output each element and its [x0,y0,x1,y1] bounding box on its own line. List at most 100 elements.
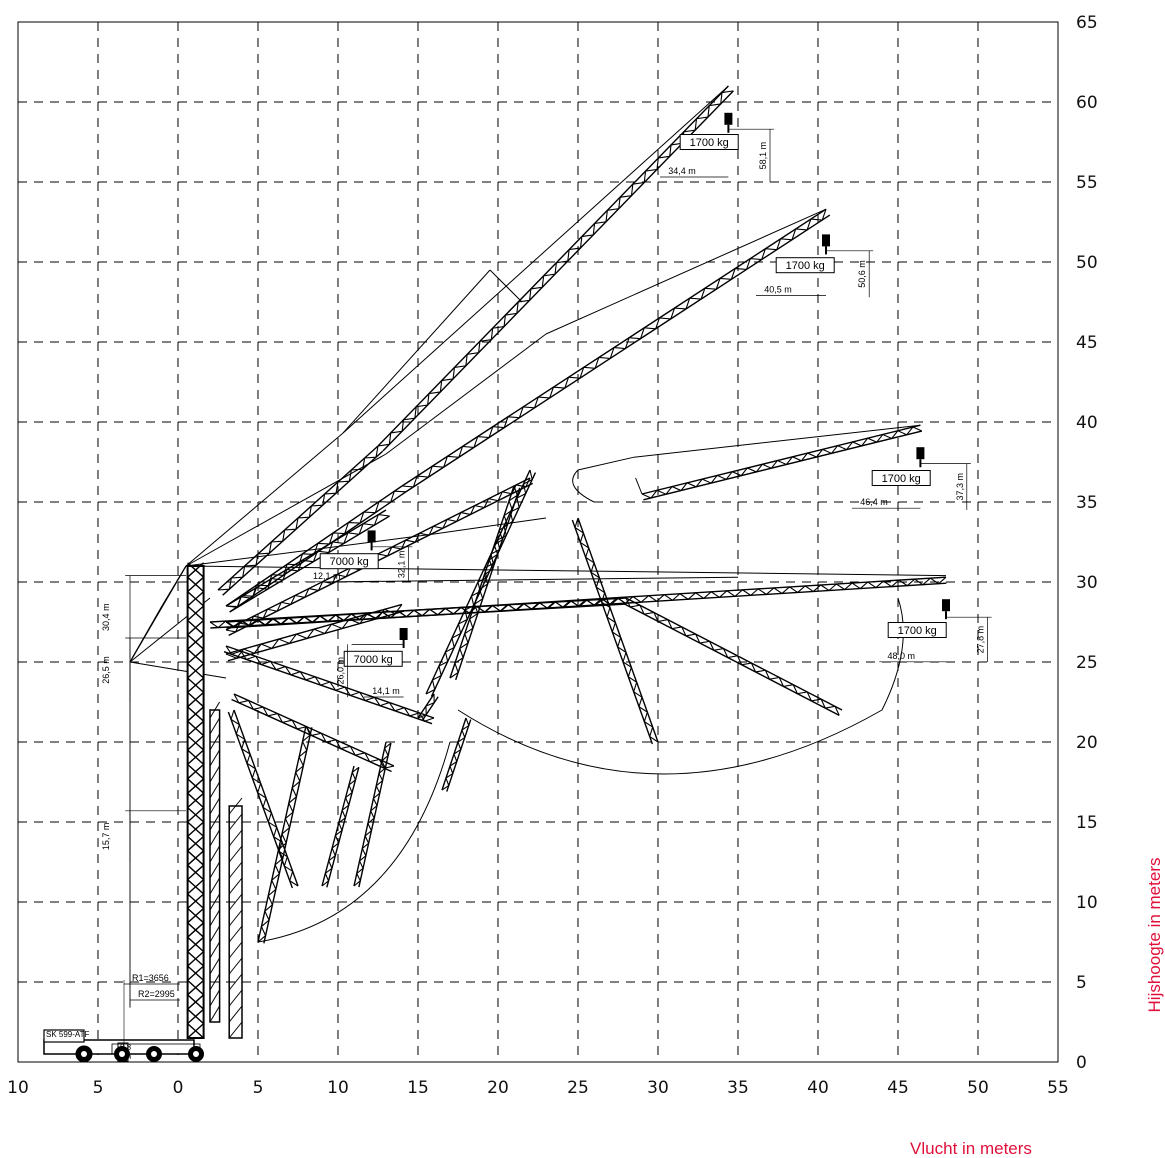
fold-position-m [417,693,439,722]
mast-section-lacing [209,749,221,767]
mast-section-lacing [228,829,243,847]
boom-lacing [209,597,627,629]
crane-mast [186,562,243,1039]
y-tick-label: 15 [1076,813,1098,833]
mast-lacing [187,807,205,823]
mast-section-lacing [209,973,221,991]
mast-lacing [187,792,205,809]
y-tick-label: 60 [1076,93,1098,113]
fold-position-j [257,725,313,944]
x-tick-label: 0 [173,1078,184,1098]
hook-path-curve [457,597,904,775]
crane-boom-positions [129,85,947,944]
wheel-3-hub [151,1051,157,1057]
mast-lacing [187,663,205,679]
boom-chord [405,214,831,493]
boom-lacing [625,597,840,716]
mast-lacing [187,936,205,953]
mast-section-lacing [228,877,243,895]
boom-chord [263,727,313,944]
guy-line [545,208,827,335]
fold-position-h [231,693,395,773]
y-tick-label: 25 [1076,653,1098,673]
boom-lacing [257,725,311,943]
wheel-2-hub [119,1051,125,1057]
radius-label: 12,1 m [313,571,341,581]
mast-lacing [187,879,205,895]
guy-line [185,432,344,567]
guy-line [433,517,547,535]
mast-lacing [187,749,205,765]
guy-line [185,453,387,567]
mast-dimension: 15,7 m [101,810,186,862]
load-marker: 1700 kg 34,4 m 58,1 m [660,112,774,182]
outrigger-r2-label: R2=2995 [138,989,175,999]
fold-position-b [425,469,537,697]
load-marker: 1700 kg 46,4 m 37,3 m [852,447,971,510]
mast-section-lacing [209,813,221,831]
load-label-box [871,470,931,486]
boom-chord [225,509,387,607]
mast-lacing [187,648,205,665]
mast-lacing [187,634,205,650]
mast-section-lacing [209,877,221,895]
y-tick-label: 5 [1076,973,1087,993]
mast-section-lacing [209,1005,221,1023]
boom-lacing [377,90,734,447]
mast-section-lacing [209,893,221,911]
height-label: 26,0 m [336,657,346,685]
y-tick-label: 45 [1076,333,1098,353]
hook-block [942,599,950,612]
load-label: 1700 kg [898,625,937,637]
load-label: 7000 kg [354,654,393,666]
mast-section-lacing [228,813,243,831]
mast-section-lacing [228,845,243,863]
boom-chord [222,450,384,596]
mast-lacing [187,994,205,1010]
boom-lacing [225,645,435,722]
main-boom-7000-a [225,509,390,613]
fold-position-l [353,741,392,888]
mast-lacing [187,677,205,693]
x-tick-label: 5 [253,1078,264,1098]
load-label-box [679,134,739,150]
load-marker: 7000 kg 12,1 m 32,1 m [304,530,413,583]
mast-lacing [187,1023,205,1039]
fold-position-f [209,597,627,629]
mast-section-lacing [209,797,221,815]
boom-chord [210,603,627,629]
jib-position-2 [401,208,831,493]
mast-section-lacing [228,989,243,1007]
jib-position-1 [377,85,734,452]
y-tick-label: 65 [1076,13,1098,33]
boom-chord [377,85,729,447]
boom-position-1 [217,445,384,596]
mast-lacing [187,1008,205,1025]
boom-chord [326,767,360,888]
mast-lacing [187,735,205,751]
fold-position-e [622,597,843,716]
radius-label: 14,1 m [372,686,400,696]
boom-chord [321,765,355,887]
hook-path-curve [257,741,451,943]
mast-lacing [187,605,205,621]
boom-lacing [353,742,392,887]
guy-line [321,576,739,583]
guy-line [161,565,187,607]
load-label-box [319,553,379,570]
guy-line [129,605,163,663]
mast-section-lacing [228,957,243,975]
radius-label: 46,4 m [860,497,888,507]
boom-lacing [574,517,659,743]
hook-block [367,530,376,543]
x-tick-label: 35 [727,1078,749,1098]
outrigger-r1-label: R1=3656 [132,973,169,983]
mast-lacing [187,922,205,938]
mast-section-lacing [209,781,221,799]
plot-frame [17,21,1059,1063]
load-label: 7000 kg [330,556,369,568]
mast-section-lacing [228,1005,243,1023]
mast-lacing [187,720,205,737]
